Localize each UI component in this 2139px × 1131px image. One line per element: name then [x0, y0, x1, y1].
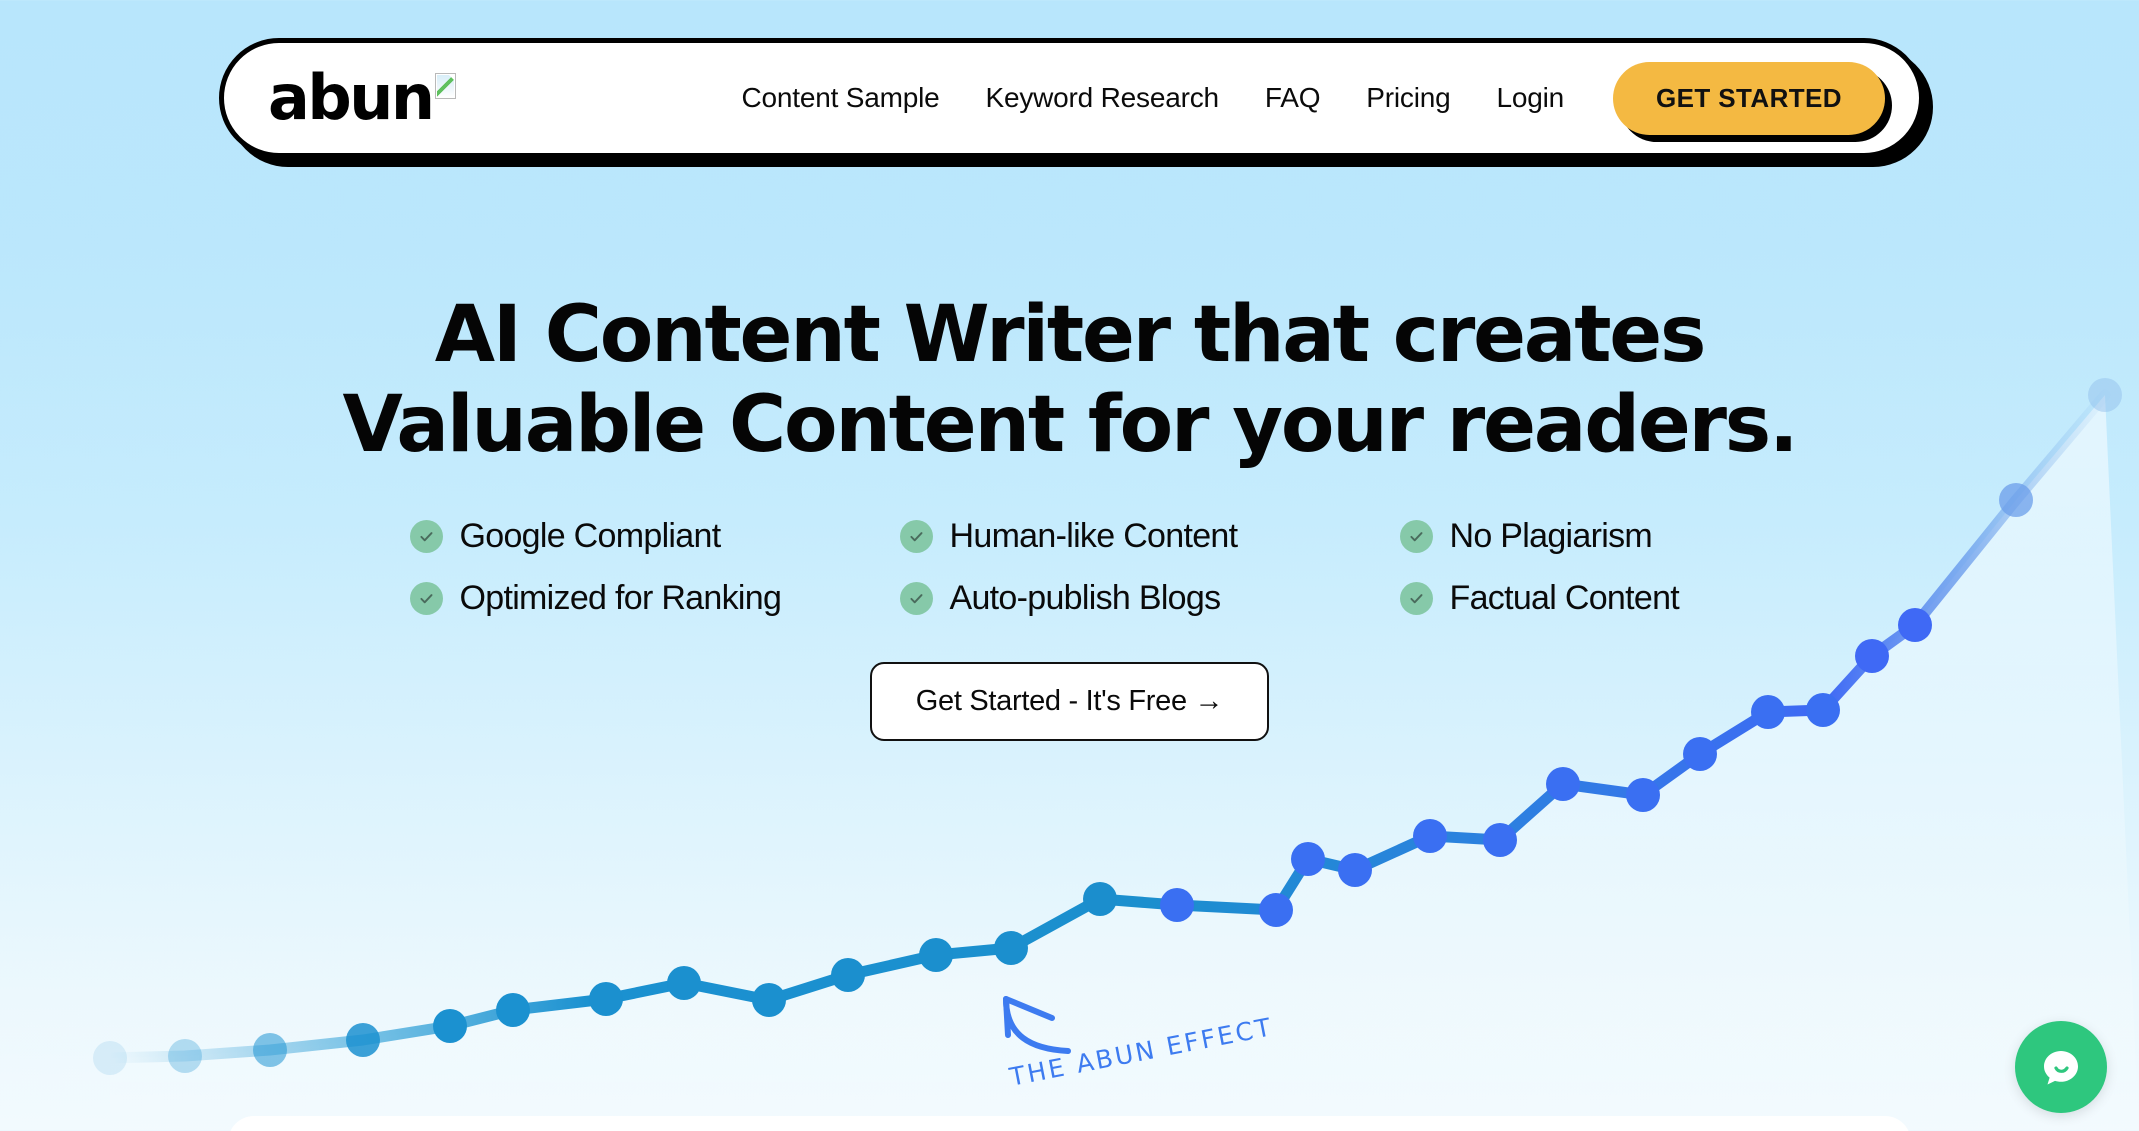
- check-icon: [1399, 519, 1433, 553]
- nav-item-login[interactable]: Login: [1496, 82, 1564, 113]
- nav-item-pricing[interactable]: Pricing: [1366, 82, 1451, 113]
- hero-section: AI Content Writer that creates Valuable …: [0, 290, 2139, 741]
- feature-column-1: Google Compliant Optimized for Ranking: [409, 516, 900, 618]
- check-icon: [409, 581, 443, 615]
- check-icon: [1399, 581, 1433, 615]
- feature-label: Auto-publish Blogs: [949, 578, 1222, 617]
- feature-label: Google Compliant: [459, 516, 722, 555]
- feature-item-google-compliant: Google Compliant: [409, 516, 900, 556]
- feature-label: Optimized for Ranking: [459, 578, 782, 617]
- feature-item-no-plagiarism: No Plagiarism: [1399, 516, 1730, 556]
- nav-links: Content Sample Keyword Research FAQ Pric…: [719, 82, 1587, 114]
- nav-item-keyword-research[interactable]: Keyword Research: [985, 82, 1220, 113]
- feature-column-2: Human-like Content Auto-publish Blogs: [899, 516, 1400, 618]
- page-title: AI Content Writer that creates Valuable …: [0, 290, 2139, 471]
- get-started-button-wrap: GET STARTED: [1613, 61, 1892, 142]
- content-card-top-edge: [228, 1116, 1911, 1131]
- headline-line-1: AI Content Writer that creates: [434, 290, 1707, 380]
- feature-list: Google Compliant Optimized for Ranking H…: [0, 517, 2139, 618]
- nav-item-faq[interactable]: FAQ: [1264, 82, 1321, 113]
- feature-item-optimized-for-ranking: Optimized for Ranking: [409, 578, 900, 618]
- curved-arrow-icon: [1003, 996, 1071, 1054]
- check-icon: [409, 519, 443, 553]
- feature-column-3: No Plagiarism Factual Content: [1399, 516, 1730, 618]
- brand-logo[interactable]: abun: [268, 67, 456, 129]
- feature-label: Factual Content: [1449, 578, 1680, 617]
- check-icon: [899, 519, 933, 553]
- chat-bubble-icon: [2044, 1051, 2078, 1085]
- navbar: abun Content Sample Keyword Research FAQ…: [219, 38, 1933, 167]
- feature-item-factual-content: Factual Content: [1399, 578, 1730, 618]
- headline-line-2: Valuable Content for your readers.: [342, 380, 1799, 471]
- nav-item-content-sample[interactable]: Content Sample: [741, 82, 940, 113]
- annotation-label: THE ABUN EFFECT: [1007, 1012, 1276, 1092]
- feature-label: Human-like Content: [949, 516, 1239, 555]
- hero-cta-row: Get Started - It's Free →: [0, 661, 2139, 741]
- feature-item-auto-publish-blogs: Auto-publish Blogs: [899, 578, 1400, 618]
- hero-get-started-free-button[interactable]: Get Started - It's Free →: [869, 661, 1270, 741]
- chat-widget-button[interactable]: [2015, 1021, 2107, 1113]
- brand-wordmark: abun: [268, 61, 435, 134]
- check-icon: [899, 581, 933, 615]
- chart-area-fill: [110, 395, 2139, 1131]
- navbar-inner: abun Content Sample Keyword Research FAQ…: [219, 38, 1924, 158]
- feature-label: No Plagiarism: [1449, 516, 1653, 555]
- abun-effect-annotation: THE ABUN EFFECT: [990, 985, 1275, 1092]
- feature-item-human-like-content: Human-like Content: [899, 516, 1400, 556]
- get-started-button[interactable]: GET STARTED: [1613, 61, 1885, 135]
- broken-image-icon: [434, 73, 456, 99]
